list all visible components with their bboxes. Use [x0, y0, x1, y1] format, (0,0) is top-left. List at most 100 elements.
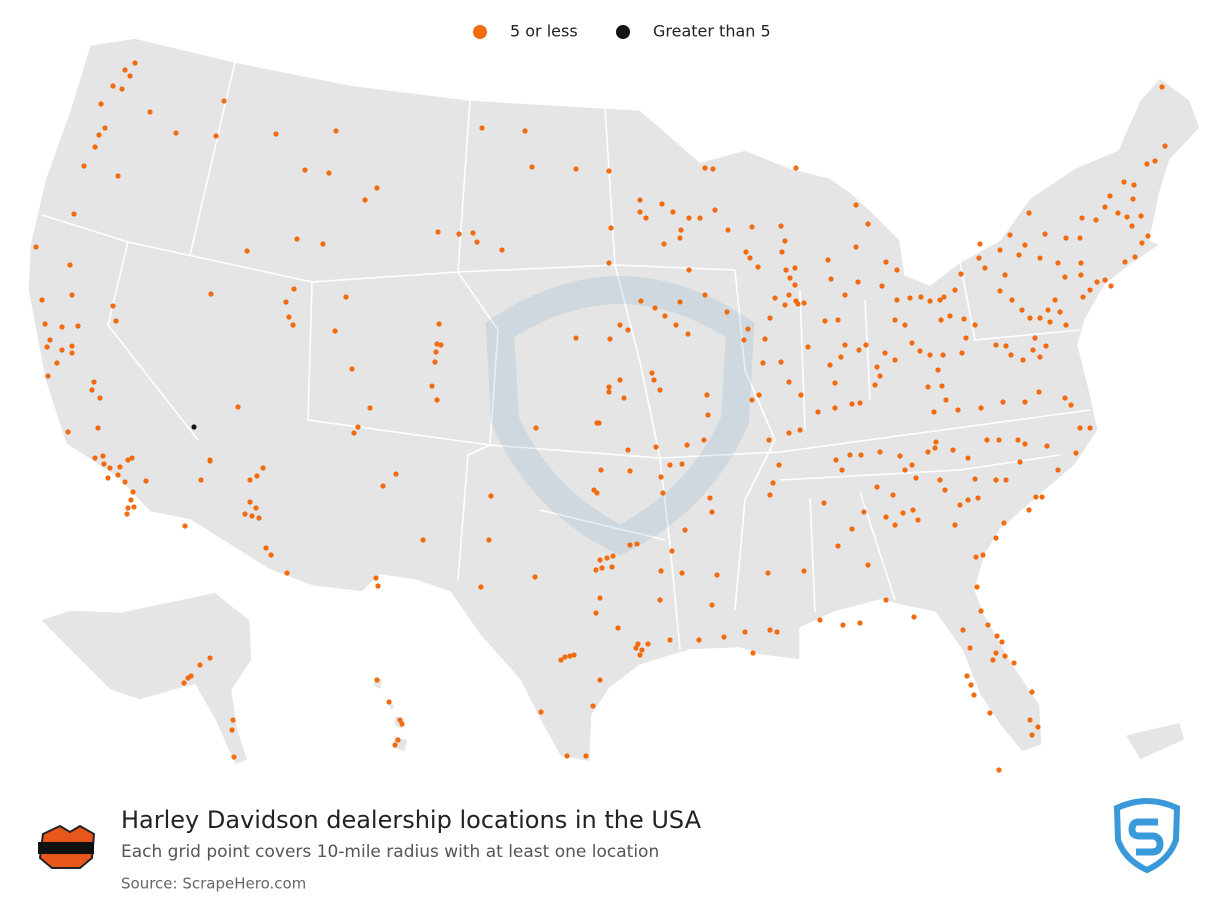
location-dot: [470, 230, 476, 236]
location-dot: [637, 209, 643, 215]
location-dot: [207, 458, 213, 464]
location-dot: [1002, 653, 1008, 659]
location-dot: [599, 565, 605, 571]
location-dot: [147, 109, 153, 115]
location-dot: [1055, 467, 1061, 473]
location-dot: [696, 637, 702, 643]
location-dot: [774, 629, 780, 635]
location-dot: [639, 647, 645, 653]
location-dot: [125, 505, 131, 511]
state-border: [41, 214, 736, 283]
location-dot: [606, 389, 612, 395]
location-dot: [117, 464, 123, 470]
location-dot: [742, 629, 748, 635]
location-dot: [879, 283, 885, 289]
location-dot: [1029, 732, 1035, 738]
location-dot: [943, 397, 949, 403]
location-dot: [874, 484, 880, 490]
canada-fragment: [1123, 721, 1186, 761]
location-dot: [667, 462, 673, 468]
location-dot: [1107, 193, 1113, 199]
location-dot: [181, 680, 187, 686]
location-dot: [682, 527, 688, 533]
location-dot: [42, 321, 48, 327]
location-dot: [741, 337, 747, 343]
location-dot: [434, 341, 440, 347]
lower-48: [27, 37, 1201, 763]
location-dot: [778, 223, 784, 229]
location-dot: [971, 692, 977, 698]
location-dot: [710, 166, 716, 172]
location-dot: [792, 282, 798, 288]
location-dot: [805, 344, 811, 350]
location-dot: [558, 657, 564, 663]
location-dot: [621, 395, 627, 401]
location-dot: [911, 614, 917, 620]
location-dot: [432, 359, 438, 365]
location-dot: [1037, 354, 1043, 360]
location-dot: [1032, 335, 1038, 341]
location-dot: [355, 424, 361, 430]
location-dot: [1094, 279, 1100, 285]
location-dot: [745, 326, 751, 332]
location-dot: [883, 259, 889, 265]
location-dot: [1017, 459, 1023, 465]
location-dot: [815, 409, 821, 415]
location-dot: [256, 515, 262, 521]
location-dot: [604, 555, 610, 561]
location-dot: [704, 392, 710, 398]
location-dot: [724, 309, 730, 315]
location-dot: [997, 288, 1003, 294]
location-dot: [659, 201, 665, 207]
state-border: [457, 99, 499, 581]
location-dot: [1015, 437, 1021, 443]
location-dot: [909, 340, 915, 346]
location-dot: [657, 597, 663, 603]
location-dot: [91, 379, 97, 385]
location-dot: [993, 535, 999, 541]
location-dot: [638, 298, 644, 304]
location-dot: [915, 517, 921, 523]
state-border: [799, 261, 1081, 431]
location-dot: [702, 165, 708, 171]
location-dot: [1087, 425, 1093, 431]
location-dot: [661, 241, 667, 247]
location-dot: [596, 420, 602, 426]
location-dot: [395, 737, 401, 743]
location-dot: [874, 364, 880, 370]
location-dot: [658, 474, 664, 480]
location-dot: [44, 344, 50, 350]
location-dot: [1077, 235, 1083, 241]
location-dot: [96, 132, 102, 138]
location-dot: [125, 457, 131, 463]
location-dot: [907, 295, 913, 301]
location-dot: [965, 455, 971, 461]
location-dot: [749, 397, 755, 403]
location-dot: [89, 387, 95, 393]
location-dot: [1007, 232, 1013, 238]
location-dot: [996, 437, 1002, 443]
location-dot: [399, 721, 405, 727]
footer-title: Harley Davidson dealership locations in …: [121, 806, 702, 834]
location-dot: [767, 492, 773, 498]
location-dot: [1022, 441, 1028, 447]
location-dot: [107, 465, 113, 471]
location-dot: [686, 267, 692, 273]
location-dot: [286, 314, 292, 320]
location-dot: [197, 662, 203, 668]
location-dot: [955, 407, 961, 413]
location-dot: [420, 537, 426, 543]
location-dot: [1039, 494, 1045, 500]
location-dot: [817, 617, 823, 623]
location-dot: [670, 209, 676, 215]
location-dot: [770, 480, 776, 486]
location-dot: [861, 509, 867, 515]
location-dot: [1044, 443, 1050, 449]
location-dot: [801, 300, 807, 306]
location-dot: [960, 627, 966, 633]
location-dot: [1027, 717, 1033, 723]
location-dot: [645, 641, 651, 647]
location-dot: [393, 471, 399, 477]
state-borders: [41, 61, 1091, 651]
